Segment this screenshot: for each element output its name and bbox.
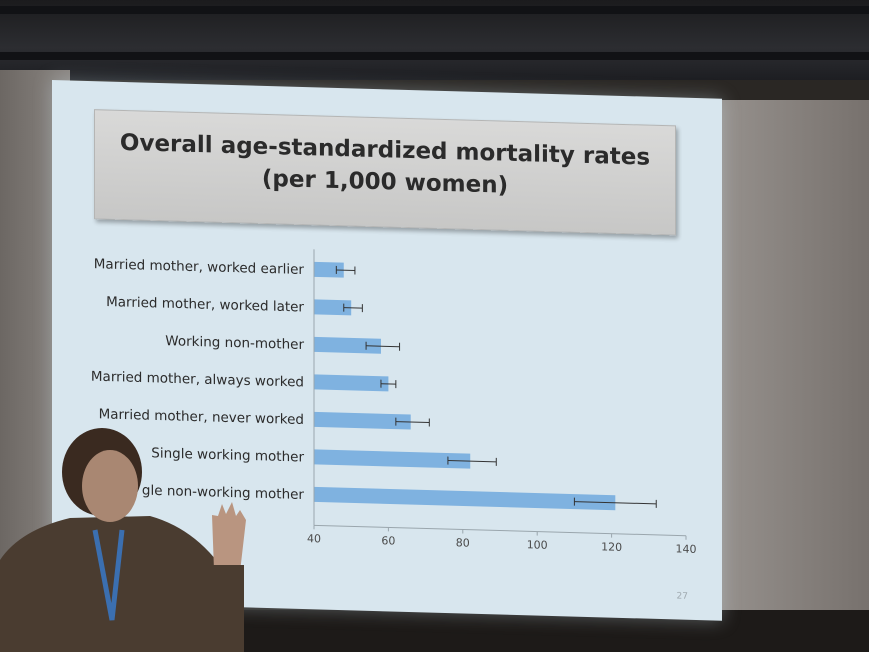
bar: [314, 449, 471, 469]
room-wall-right: [700, 100, 869, 630]
bar: [314, 336, 381, 354]
category-label: Married mother, never worked: [99, 406, 304, 428]
category-label: Single working mother: [151, 445, 304, 465]
x-axis-line: [314, 524, 686, 537]
bars-layer: [314, 261, 616, 511]
error-bar: [574, 501, 657, 505]
presenter-raised-hand: [212, 502, 246, 572]
x-tick-label: 100: [527, 538, 548, 552]
error-bar: [366, 345, 400, 348]
presenter-face: [82, 450, 138, 522]
presenter-lanyard: [92, 529, 125, 621]
bar: [314, 486, 616, 511]
error-bars-layer: [335, 265, 657, 508]
error-bar: [447, 460, 497, 463]
x-tick-label: 40: [307, 532, 321, 545]
presenter-body: [0, 516, 240, 652]
presenter-arm: [212, 565, 244, 652]
error-bar: [343, 307, 363, 309]
presenter-figure: [0, 428, 246, 652]
ceiling-beam: [0, 6, 869, 14]
category-label: Married mother, worked later: [106, 294, 304, 316]
x-tick-label: 120: [601, 540, 622, 554]
category-label: Married mother, always worked: [91, 369, 304, 391]
error-bar: [336, 269, 355, 271]
x-axis-layer: 40 60 80 100 120 140: [307, 249, 696, 556]
category-label: gle non-working mother: [142, 483, 305, 504]
x-tick-label: 140: [676, 542, 697, 556]
bar: [314, 374, 389, 392]
category-label: Married mother, worked earlier: [94, 256, 305, 278]
ceiling-beam: [0, 52, 869, 60]
error-bar: [395, 421, 430, 424]
bar: [314, 299, 352, 316]
bar-chart: Married mother, worked earlier Married mo…: [91, 249, 696, 556]
x-tick-label: 60: [381, 534, 395, 547]
projected-slide: Overall age-standardized mortality rates…: [52, 80, 722, 621]
x-tick-label: 80: [456, 536, 470, 549]
bar: [314, 411, 411, 430]
category-labels-layer: Married mother, worked earlier Married mo…: [91, 256, 305, 503]
category-label: Working non-mother: [165, 333, 304, 353]
room-ceiling: [0, 0, 869, 80]
slide-page-number: 27: [676, 591, 688, 602]
